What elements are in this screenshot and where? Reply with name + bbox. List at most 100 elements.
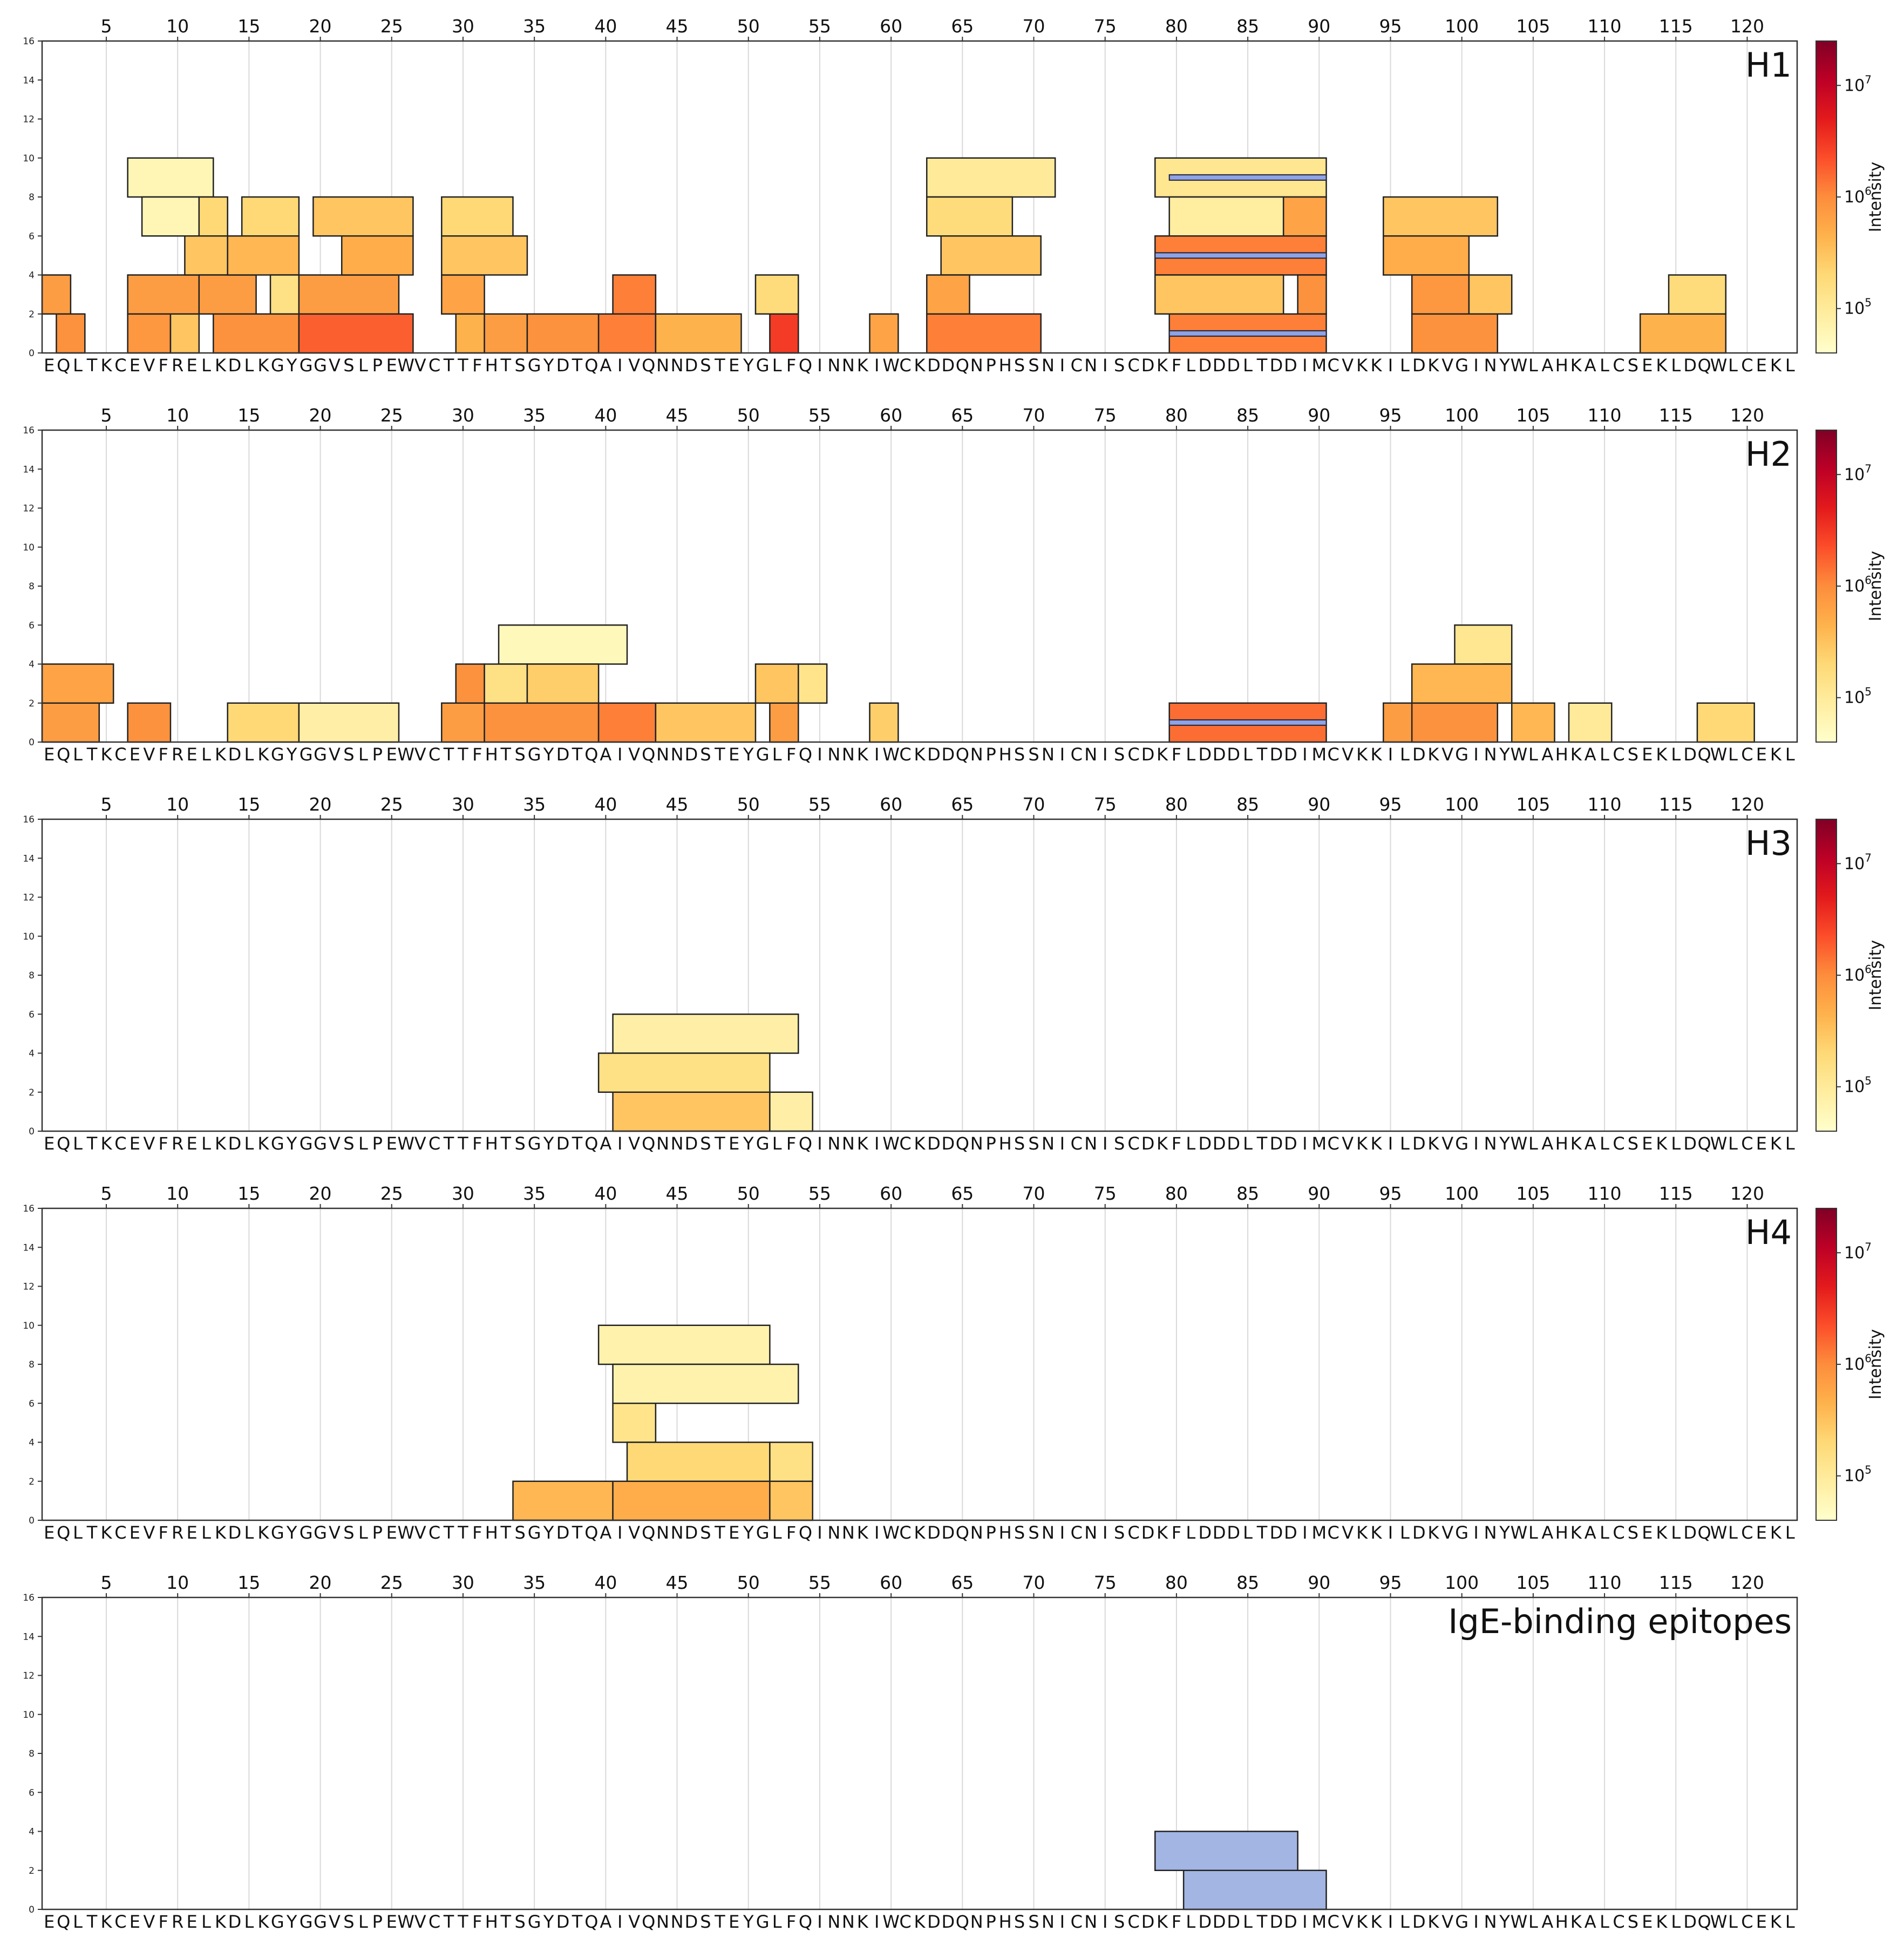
- residue-label: E: [1642, 1522, 1653, 1543]
- residue-label: Q: [1698, 1522, 1711, 1543]
- x-tick-label: 10: [166, 794, 189, 815]
- residue-label: A: [1541, 355, 1553, 376]
- residue-label: V: [329, 744, 341, 765]
- residue-label: L: [358, 1133, 368, 1154]
- residue-label: E: [729, 1522, 739, 1543]
- residue-label: L: [1243, 1912, 1253, 1932]
- residue-label: L: [1528, 1912, 1538, 1932]
- residue-label: D: [1270, 1912, 1283, 1932]
- x-tick-label: 70: [1023, 405, 1045, 426]
- residue-label: C: [1071, 1912, 1083, 1932]
- residue-label: L: [1785, 355, 1795, 376]
- y-tick-label: 8: [29, 192, 35, 203]
- residue-label: V: [628, 355, 640, 376]
- residue-label: T: [86, 1133, 98, 1154]
- x-tick-label: 30: [452, 1572, 474, 1593]
- colorbar: 105 106 107 Intensity: [1815, 430, 1885, 743]
- residue-label: S: [343, 1912, 354, 1932]
- y-tick-label: 14: [23, 1631, 35, 1642]
- x-tick-label: 65: [951, 794, 974, 815]
- y-tick-label: 10: [23, 1321, 35, 1331]
- x-tick-label: 110: [1588, 794, 1622, 815]
- residue-label: I: [1103, 1133, 1107, 1154]
- residue-label: F: [1172, 744, 1181, 765]
- residue-label: N: [1084, 1912, 1097, 1932]
- residue-label: K: [100, 744, 112, 765]
- residue-label: L: [201, 1912, 211, 1932]
- colorbar-tick-label: 106: [1844, 963, 1872, 985]
- colorbar-tick-label: 105: [1844, 685, 1872, 708]
- residue-label: L: [358, 1912, 368, 1932]
- residue-label: L: [1785, 744, 1795, 765]
- x-tick-label: 35: [523, 16, 546, 37]
- colorbar-tick-label: 105: [1844, 1464, 1872, 1486]
- residue-label: F: [1172, 1522, 1181, 1543]
- residue-label: N: [656, 355, 669, 376]
- residue-label: C: [1127, 744, 1139, 765]
- peptide-bar: [184, 235, 228, 276]
- residue-label: Y: [1499, 1912, 1510, 1932]
- x-tick-label: 10: [166, 405, 189, 426]
- residue-label: I: [817, 1522, 822, 1543]
- residue-label: L: [1243, 355, 1253, 376]
- peptide-bar: [1383, 235, 1470, 276]
- peptide-bar: [1297, 274, 1327, 315]
- residue-label: G: [756, 1522, 770, 1543]
- x-tick-label: 45: [666, 1183, 689, 1204]
- residue-label: Q: [642, 1522, 655, 1543]
- residue-label: C: [1328, 1912, 1339, 1932]
- residue-label: F: [159, 355, 168, 376]
- panel-title: H3: [1745, 824, 1792, 863]
- residue-label: A: [1585, 355, 1596, 376]
- residue-label: H: [999, 355, 1012, 376]
- residue-label: G: [1455, 355, 1468, 376]
- peptide-bar: [213, 313, 300, 354]
- x-tick-label: 80: [1165, 1183, 1188, 1204]
- x-tick-label: 25: [380, 405, 403, 426]
- residue-label: K: [1356, 1133, 1368, 1154]
- residue-label: K: [1570, 355, 1582, 376]
- residue-label: L: [1728, 1912, 1738, 1932]
- x-tick-label: 60: [880, 405, 902, 426]
- residue-label: Y: [743, 744, 754, 765]
- y-tick-label: 2: [29, 1866, 35, 1876]
- y-tick-label: 12: [23, 114, 35, 125]
- residue-label: Q: [956, 355, 969, 376]
- residue-label: V: [1441, 1912, 1453, 1932]
- peptide-bar: [769, 313, 799, 354]
- residue-label: C: [114, 744, 126, 765]
- residue-label: E: [187, 1912, 198, 1932]
- residue-label: F: [1172, 1912, 1181, 1932]
- peptide-bar: [484, 313, 528, 354]
- residue-label: K: [1570, 1133, 1582, 1154]
- x-tick-label: 30: [452, 1183, 474, 1204]
- residue-label: R: [172, 355, 183, 376]
- residue-label: K: [1570, 744, 1582, 765]
- x-tick-label: 100: [1445, 405, 1479, 426]
- peptide-bar: [1468, 274, 1513, 315]
- peptide-bar: [612, 1403, 657, 1443]
- residue-label: L: [772, 355, 782, 376]
- residue-label: S: [1028, 744, 1039, 765]
- residue-label: A: [600, 1912, 611, 1932]
- residue-label: N: [1042, 355, 1055, 376]
- x-tick-label: 115: [1659, 1572, 1693, 1593]
- residue-label: K: [1157, 355, 1168, 376]
- residue-label: S: [515, 744, 526, 765]
- residue-label: T: [500, 1912, 511, 1932]
- residue-label: I: [1103, 744, 1107, 765]
- residue-label: L: [1528, 744, 1538, 765]
- residue-label: D: [942, 355, 955, 376]
- residue-label: D: [942, 1522, 955, 1543]
- x-tick-label: 115: [1659, 16, 1693, 37]
- x-tick-label: 105: [1516, 1183, 1550, 1204]
- residue-label: C: [1071, 355, 1083, 376]
- residue-label: P: [372, 1133, 383, 1154]
- x-tick-label: 45: [666, 794, 689, 815]
- residue-label: S: [343, 744, 354, 765]
- residue-label: T: [572, 1133, 583, 1154]
- peptide-bar: [484, 663, 528, 704]
- residue-label: S: [515, 1133, 526, 1154]
- y-tick-label: 2: [29, 1087, 35, 1098]
